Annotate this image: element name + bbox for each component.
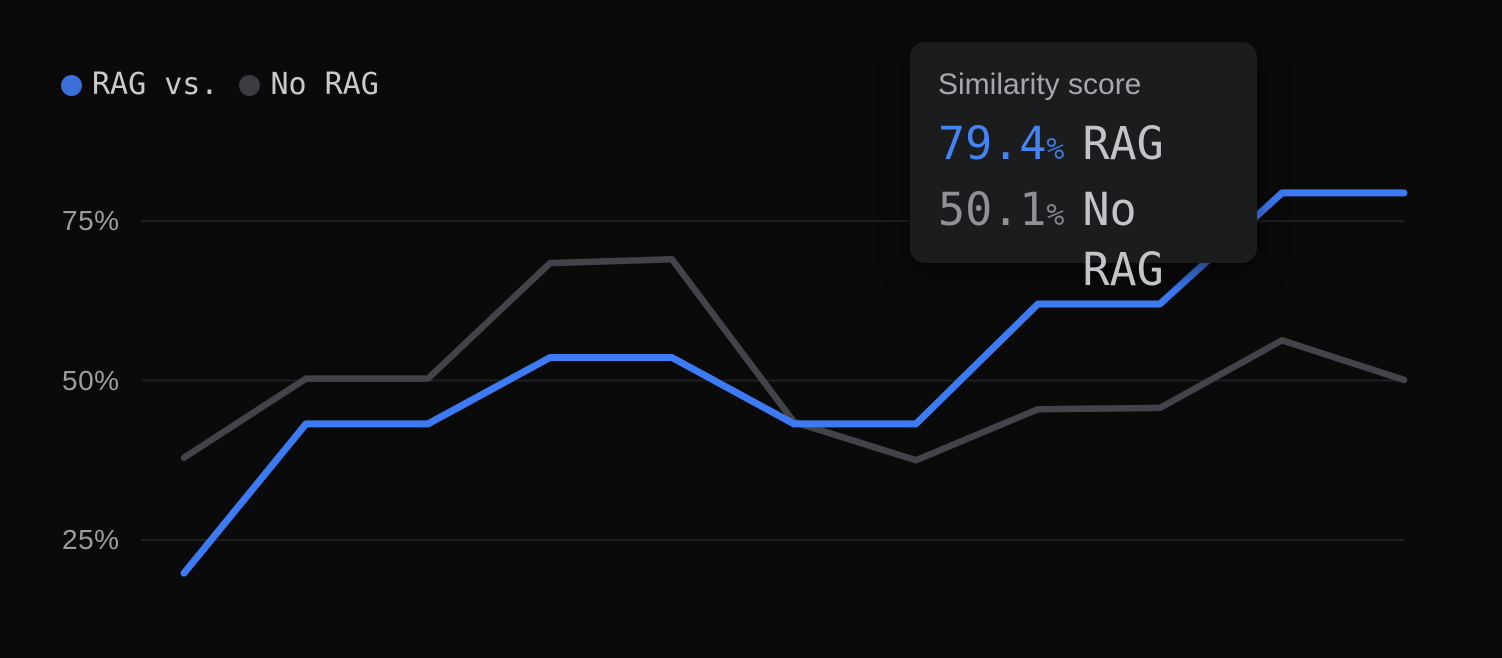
y-axis-label: 50% (62, 364, 120, 396)
legend-label-no-rag: No RAG (270, 67, 379, 102)
rag-line[interactable] (180, 189, 1408, 577)
legend-item-no-rag[interactable]: No RAG (239, 67, 379, 102)
rag-score-label: RAG (1082, 117, 1164, 170)
no-rag-score-value: 50.1% (938, 183, 1065, 236)
percent-sign: % (1046, 198, 1065, 233)
no-rag-score-label: No RAG (1082, 183, 1164, 296)
legend-label-rag: RAG vs. (92, 67, 219, 102)
y-axis-label: 25% (62, 524, 120, 555)
tooltip-row-no-rag: 50.1% No RAG (938, 180, 1229, 300)
y-axis-label: 75% (62, 205, 120, 236)
tooltip-row-rag: 79.4% RAG (938, 114, 1229, 180)
no-rag-legend-dot-icon (239, 74, 261, 96)
rag-legend-dot-icon (61, 74, 82, 96)
hover-tooltip: Similarity score 79.4% RAG 50.1% No RAG (910, 42, 1257, 296)
tooltip-title: Similarity score (938, 68, 1142, 101)
percent-sign: % (1046, 132, 1065, 167)
rag-score-value: 79.4% (938, 117, 1065, 170)
chart-legend: RAG vs. No RAG (61, 69, 379, 101)
legend-item-rag[interactable]: RAG vs. (61, 69, 218, 101)
